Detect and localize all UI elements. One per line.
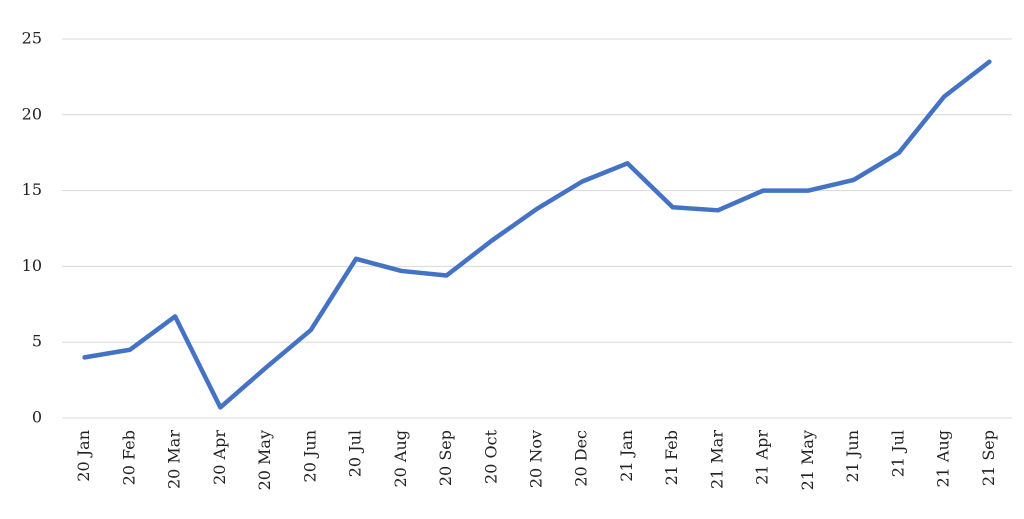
x-tick-label: 20 Aug: [391, 430, 410, 488]
x-tick-label: 21 Mar: [707, 430, 726, 489]
x-tick-label: 20 Apr: [210, 430, 229, 485]
x-tick-label: 21 Jun: [843, 430, 862, 482]
x-tick-label: 21 Jan: [617, 430, 636, 482]
x-tick-label: 20 Feb: [119, 430, 138, 485]
x-tick-label: 20 May: [255, 430, 274, 490]
x-tick-label: 21 Apr: [753, 430, 772, 485]
y-tick-label: 0: [32, 408, 42, 427]
x-tick-label: 21 Aug: [934, 430, 953, 488]
data-line: [82, 59, 992, 410]
x-tick-label: 20 Sep: [436, 430, 455, 486]
x-tick-label: 20 Dec: [572, 430, 591, 487]
x-tick-label: 20 Jul: [346, 430, 365, 477]
x-tick-label: 21 Sep: [979, 430, 998, 486]
y-tick-label: 10: [22, 256, 42, 275]
x-tick-label: 20 Mar: [165, 430, 184, 489]
x-tick-label: 21 May: [798, 430, 817, 490]
y-tick-label: 15: [22, 180, 42, 199]
x-tick-label: 21 Feb: [662, 430, 681, 485]
x-tick-label: 20 Jan: [74, 430, 93, 482]
x-tick-label: 21 Jul: [888, 430, 907, 477]
x-tick-label: 20 Jun: [300, 430, 319, 482]
y-tick-label: 25: [22, 29, 42, 48]
y-tick-label: 20: [22, 104, 42, 123]
x-tick-label: 20 Oct: [481, 429, 500, 484]
x-tick-label: 20 Nov: [527, 430, 546, 488]
y-tick-label: 5: [32, 332, 42, 351]
